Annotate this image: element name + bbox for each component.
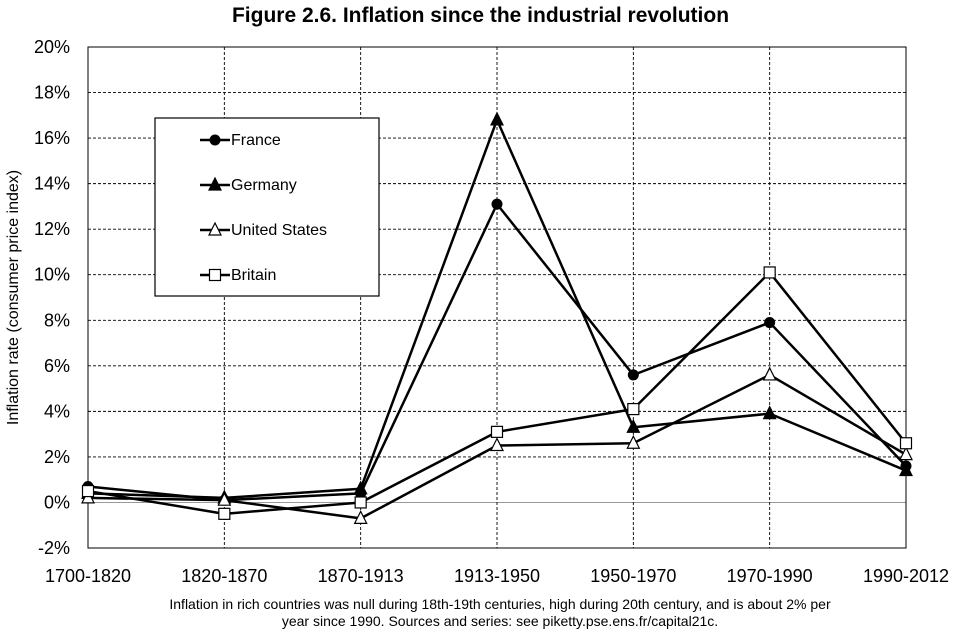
data-point-britain (354, 496, 367, 509)
y-tick-label: 20% (34, 37, 70, 57)
x-tick-label: 1990-2012 (863, 566, 949, 586)
data-point-germany (899, 462, 913, 477)
data-point-united-states (899, 446, 913, 461)
data-point-britain (627, 402, 640, 416)
data-point-germany (353, 480, 368, 495)
y-axis-label: Inflation rate (consumer price index) (5, 170, 22, 425)
caption-line-2: year since 1990. Sources and series: see… (281, 613, 719, 629)
x-tick-label: 1870-1913 (318, 566, 404, 586)
data-point-britain (490, 425, 504, 438)
chart-title: Figure 2.6. Inflation since the industri… (231, 4, 730, 27)
y-tick-label: 12% (34, 219, 70, 239)
data-point-france (627, 369, 639, 381)
y-tick-label: 18% (34, 83, 70, 103)
legend-label-britain: Britain (231, 267, 276, 284)
x-tick-label: 1970-1990 (727, 566, 813, 586)
y-tick-label: 8% (44, 310, 70, 330)
legend-label-united-states: United States (231, 222, 327, 239)
data-point-united-states (626, 434, 641, 449)
data-point-britain (899, 437, 913, 450)
data-point-france (764, 317, 776, 329)
data-point-britain (763, 266, 776, 279)
data-point-britain (218, 507, 231, 520)
data-point-united-states (490, 437, 504, 452)
legend-marker-britain (208, 268, 222, 282)
data-point-united-states (762, 366, 777, 381)
y-tick-label: 6% (44, 356, 70, 376)
legend-label-france: France (231, 132, 281, 149)
data-point-united-states (217, 491, 232, 506)
data-point-britain (81, 484, 95, 498)
legend: France Germany United States Britain (154, 117, 380, 297)
legend-marker-france (209, 134, 221, 146)
legend-marker-germany (208, 176, 222, 191)
y-tick-label: 0% (44, 492, 70, 512)
data-point-united-states (353, 510, 368, 524)
series-layer (81, 111, 913, 524)
y-tick-label: 4% (44, 401, 70, 421)
data-point-germany (626, 418, 641, 433)
y-tick-label: 10% (34, 265, 70, 285)
y-tick-label: 14% (34, 174, 70, 194)
chart-caption: Inflation in rich countries was null dur… (100, 596, 900, 630)
data-point-germany (490, 111, 504, 126)
y-tick-label: 16% (34, 128, 70, 148)
caption-line-1: Inflation in rich countries was null dur… (169, 596, 831, 612)
legend-box (154, 117, 380, 297)
legend-label-germany: Germany (231, 177, 297, 194)
data-point-france (491, 198, 503, 210)
axes-layer: -2% 0% 2% 4% 6% 8% 10% 12% 14% 16% 18% 20% 1700-1820… (5, 37, 949, 586)
plot-area-border (87, 46, 907, 549)
data-point-germany (762, 405, 777, 420)
x-tick-label: 1700-1820 (45, 566, 131, 586)
y-tick-label: 2% (44, 447, 70, 467)
x-tick-label: 1950-1970 (590, 566, 676, 586)
x-tick-label: 1820-1870 (181, 566, 267, 586)
y-tick-label: -2% (38, 538, 70, 558)
legend-marker-united-states (208, 221, 222, 236)
x-tick-label: 1913-1950 (454, 566, 540, 586)
